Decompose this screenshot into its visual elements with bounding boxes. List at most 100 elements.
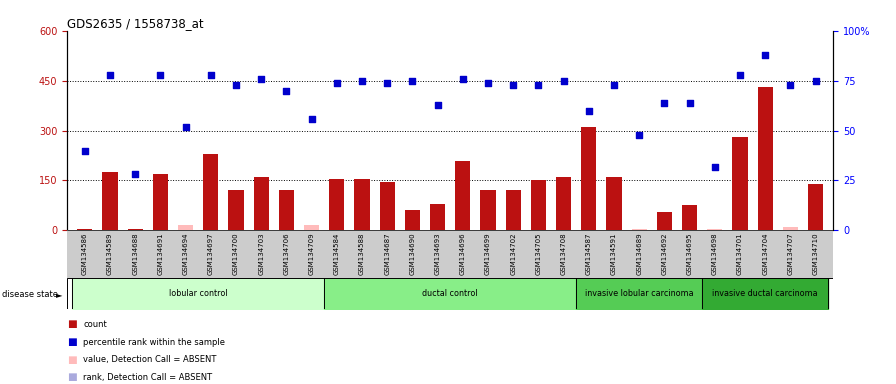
Point (658, 99, 672, 106)
Text: GSM134691: GSM134691 (158, 233, 163, 275)
Text: ■: ■ (67, 372, 77, 382)
Point (456, 76, 470, 82)
Point (582, 108, 596, 114)
Text: GSM134591: GSM134591 (611, 233, 617, 275)
Text: GSM134699: GSM134699 (485, 233, 491, 275)
Point (683, 99, 697, 106)
Bar (405, 210, 420, 230)
Bar (102, 172, 117, 230)
Text: GSM134689: GSM134689 (636, 233, 642, 275)
Bar (430, 204, 445, 230)
Point (78, 147, 92, 154)
Point (203, 71, 218, 78)
Bar (556, 177, 571, 230)
Text: GSM134697: GSM134697 (208, 233, 214, 275)
Point (708, 164, 722, 170)
Bar (304, 225, 319, 230)
Point (128, 171, 142, 177)
Text: GSM134704: GSM134704 (762, 233, 768, 275)
Bar (77, 229, 92, 230)
Point (531, 81, 546, 88)
Bar (127, 229, 142, 230)
Point (355, 78, 369, 84)
Bar (607, 177, 622, 230)
Text: ductal control: ductal control (422, 289, 478, 298)
Text: GSM134694: GSM134694 (183, 233, 189, 275)
Bar (733, 137, 747, 230)
Text: GSM134588: GSM134588 (359, 233, 365, 275)
Point (481, 79, 495, 86)
Text: GSM134690: GSM134690 (409, 233, 416, 275)
Text: GSM134695: GSM134695 (686, 233, 693, 275)
Point (405, 78, 419, 84)
Text: count: count (83, 320, 108, 329)
Text: GSM134589: GSM134589 (107, 233, 113, 275)
Text: GSM134693: GSM134693 (435, 233, 441, 275)
Point (607, 81, 621, 88)
Text: GSM134584: GSM134584 (334, 233, 340, 275)
Point (254, 76, 269, 82)
Text: GSM134687: GSM134687 (384, 233, 391, 275)
Text: GSM134707: GSM134707 (788, 233, 794, 275)
Text: GSM134696: GSM134696 (460, 233, 466, 275)
Point (103, 71, 117, 78)
Bar (380, 182, 395, 230)
Text: disease state: disease state (2, 290, 57, 300)
Text: percentile rank within the sample: percentile rank within the sample (83, 338, 225, 347)
Text: rank, Detection Call = ABSENT: rank, Detection Call = ABSENT (83, 373, 212, 382)
Text: ■: ■ (67, 337, 77, 347)
Bar (707, 229, 722, 230)
Point (280, 88, 294, 94)
Text: GSM134705: GSM134705 (536, 233, 541, 275)
Point (733, 71, 747, 78)
Bar (682, 205, 697, 230)
Bar (530, 180, 546, 230)
Text: invasive lobular carcinoma: invasive lobular carcinoma (585, 289, 694, 298)
Text: GSM134708: GSM134708 (561, 233, 566, 275)
Point (632, 131, 646, 137)
Bar (657, 212, 672, 230)
Bar (480, 190, 495, 230)
Point (808, 78, 823, 84)
Text: GSM134701: GSM134701 (737, 233, 743, 275)
Bar (505, 190, 521, 230)
Text: GSM134586: GSM134586 (82, 233, 88, 275)
Bar (153, 174, 168, 230)
Text: GSM134587: GSM134587 (586, 233, 592, 275)
Text: GSM134688: GSM134688 (133, 233, 138, 275)
Bar (279, 190, 294, 230)
Bar (758, 87, 772, 230)
Point (380, 79, 394, 86)
Point (228, 81, 243, 88)
Text: GSM134702: GSM134702 (510, 233, 516, 275)
Point (506, 81, 521, 88)
Bar (783, 227, 798, 230)
Bar (808, 184, 823, 230)
Bar (203, 154, 219, 230)
Point (305, 116, 319, 122)
Text: GSM134698: GSM134698 (711, 233, 718, 275)
Bar (632, 229, 647, 230)
Text: invasive ductal carcinoma: invasive ductal carcinoma (712, 289, 818, 298)
Text: GSM134709: GSM134709 (308, 233, 314, 275)
Bar (178, 225, 194, 230)
Point (556, 78, 571, 84)
Bar (228, 190, 244, 230)
Bar (455, 161, 470, 230)
Text: lobular control: lobular control (169, 289, 228, 298)
Point (153, 71, 168, 78)
Text: GDS2635 / 1558738_at: GDS2635 / 1558738_at (67, 17, 203, 30)
Bar (582, 127, 597, 230)
Point (758, 51, 772, 58)
Text: ■: ■ (67, 319, 77, 329)
Bar (355, 179, 369, 230)
Text: ►: ► (56, 290, 63, 300)
Text: GSM134706: GSM134706 (283, 233, 289, 275)
Text: GSM134703: GSM134703 (258, 233, 264, 275)
Text: GSM134700: GSM134700 (233, 233, 239, 275)
Text: GSM134710: GSM134710 (813, 233, 819, 275)
Text: GSM134692: GSM134692 (661, 233, 668, 275)
Point (330, 79, 344, 86)
Point (178, 124, 193, 130)
Point (430, 101, 444, 108)
